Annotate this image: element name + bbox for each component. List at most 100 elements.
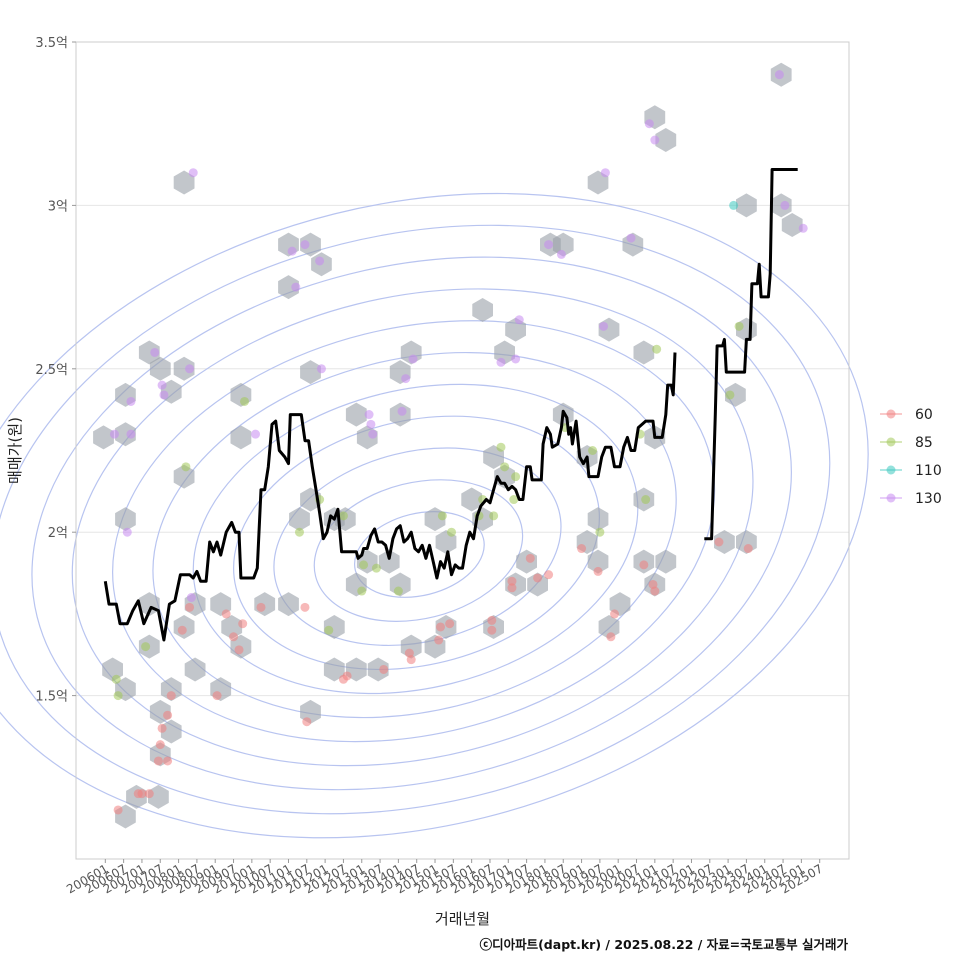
scatter-point [357,586,367,596]
hexbin-cell [278,592,299,617]
legend-key-point [886,409,896,419]
source-caption: ⓒ디아파트(dapt.kr) / 2025.08.22 / 자료=국토교통부 실… [479,937,848,952]
density-contour-layer [0,192,869,839]
legend-label: 130 [915,491,942,507]
y-axis: 1.5억 2억 2.5억 3억 3.5억 [35,36,76,705]
scatter-point [397,406,407,416]
scatter-point [324,625,334,635]
scatter-point [533,573,543,583]
legend-label: 60 [915,407,933,423]
scatter-point [126,396,136,406]
scatter-point [743,544,753,554]
scatter-point [401,374,411,384]
hexbin-cell [184,657,206,682]
density-contour [353,510,485,598]
density-contour [0,192,869,839]
scatter-point [238,619,248,629]
hexbin-cell [278,275,299,300]
scatter-point [166,691,176,701]
scatter-point [577,544,587,554]
scatter-point [525,553,535,563]
scatter-point [163,756,173,766]
y-axis-title: 매매가(원) [6,417,24,484]
scatter-point [509,495,519,505]
scatter-layer [109,70,808,815]
scatter-point [371,563,381,573]
scatter-point [150,347,160,357]
scatter-point [729,200,739,210]
scatter-point [315,256,325,266]
scatter-point [181,462,191,472]
hexbin-cell [173,356,195,381]
scatter-point [185,602,195,612]
hexbin-cell [173,170,195,195]
scatter-point [364,410,374,420]
hexbin-cell [714,530,735,554]
hexbin-cell [736,193,757,218]
y-tick-label: 3억 [48,199,68,214]
scatter-point [487,615,497,625]
scatter-point [544,240,554,250]
scatter-point [588,446,598,455]
x-axis-title: 거래년월 [435,910,490,928]
legend: 60 85 110 130 [880,407,942,507]
hexbin-cell [138,340,160,365]
legend-label: 110 [915,463,942,479]
scatter-point [251,429,261,439]
hexbin-cell [655,128,677,152]
trend-line-layer [103,168,798,642]
scatter-point [511,354,521,364]
scatter-point [240,396,250,406]
scatter-point [644,119,654,129]
hexbin-cell [598,615,620,639]
scatter-point [177,625,187,635]
scatter-point [507,583,517,593]
scatter-point [408,354,418,364]
scatter-point [137,789,147,799]
scatter-point [229,632,239,642]
scatter-point [544,570,554,580]
scatter-point [496,357,506,367]
hexbin-layer [93,62,803,829]
scatter-point [113,691,123,701]
scatter-point [302,717,312,727]
legend-key-point [886,493,896,503]
scatter-point [610,609,620,619]
scatter-point [393,586,403,596]
density-contour [71,288,754,767]
scatter-point [507,576,517,586]
hexbin-cell [323,657,345,682]
hexbin-cell [300,232,321,257]
scatter-point [379,664,389,674]
scatter-point [714,537,724,547]
scatter-point [489,511,499,521]
hexbin-cell [300,360,321,385]
density-contour [313,479,524,622]
hexbin-cell [221,615,243,639]
hexbin-cell [725,382,746,407]
scatter-point [500,462,510,472]
scatter-point [113,805,123,815]
scatter-point [650,586,660,596]
scatter-point [338,511,348,521]
scatter-point [434,635,444,645]
hexbin-cell [115,507,136,532]
scatter-point [487,625,497,635]
scatter-point [111,674,121,684]
scatter-point [300,602,310,612]
scatter-point [599,321,609,331]
scatter-point [342,671,352,681]
hexbin-cell [367,657,389,682]
scatter-point [212,691,222,701]
scatter-point [650,135,660,145]
scatter-point [126,429,136,439]
scatter-point [652,344,662,354]
hexbin-cell [527,572,548,597]
hexbin-cell [93,425,114,450]
hexbin-cell [230,425,252,450]
hexbin-cell [149,356,171,381]
hexbin-cell [115,422,136,447]
trend-line-series [704,168,798,541]
hexbin-cell [472,298,493,322]
